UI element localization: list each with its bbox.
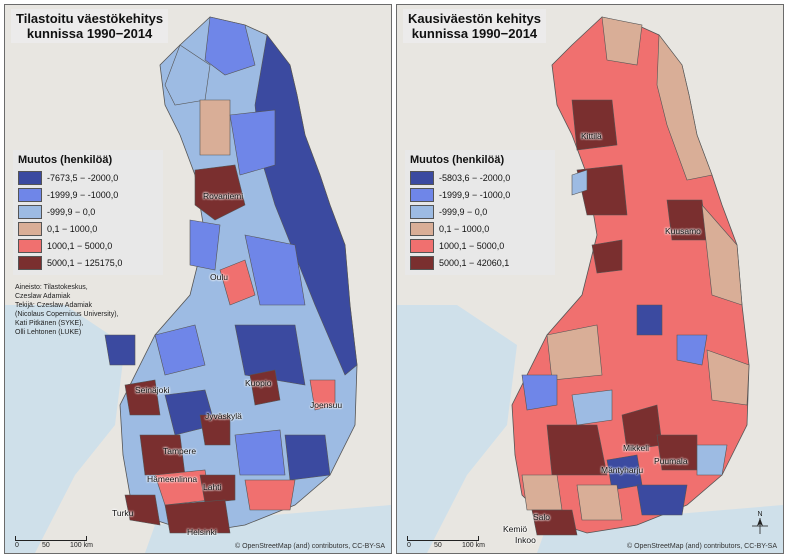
scale-tick: 0 (15, 542, 19, 549)
legend-label: 1000,1 − 5000,0 (439, 240, 505, 251)
legend-label: -1999,9 − -1000,0 (439, 189, 511, 200)
finland-choropleth-map-left (5, 5, 391, 553)
legend-item: 0,1 − 1000,0 (18, 220, 158, 237)
legend-label: -5803,6 − -2000,0 (439, 172, 511, 183)
legend-swatch (410, 187, 434, 202)
scale-tick: 0 (407, 542, 411, 549)
legend-item: 0,1 − 1000,0 (410, 220, 550, 237)
legend-label: -1999,9 − -1000,0 (47, 189, 119, 200)
osm-attribution: © OpenStreetMap (and) contributors, CC-B… (234, 543, 385, 550)
map-title-line1: Kausiväestön kehitys (408, 11, 541, 26)
legend-right: Muutos (henkilöä) -5803,6 − -2000,0 -199… (405, 150, 555, 275)
legend-label: 5000,1 − 42060,1 (439, 257, 510, 268)
scale-line (15, 536, 87, 541)
legend-swatch (18, 221, 42, 236)
legend-item: -7673,5 − -2000,0 (18, 169, 158, 186)
city-label-puumala: Puumala (654, 456, 688, 466)
scale-tick: 100 km (462, 542, 485, 549)
city-label-lahti: Lahti (203, 482, 222, 492)
city-label-kuopio: Kuopio (245, 378, 272, 388)
legend-title: Muutos (henkilöä) (410, 154, 505, 166)
city-label-kuusamo: Kuusamo (665, 226, 701, 236)
map-title-line2: kunnissa 1990−2014 (26, 26, 153, 41)
city-label-oulu: Oulu (210, 272, 228, 282)
city-label-kittila: Kittilä (581, 131, 602, 141)
legend-swatch (410, 204, 434, 219)
legend-item: 1000,1 − 5000,0 (410, 237, 550, 254)
credit-line: Olli Lehtonen (LUKE) (15, 329, 82, 336)
city-label-mantyharju: Mäntyharju (601, 465, 644, 475)
legend-swatch (18, 187, 42, 202)
city-label-helsinki: Helsinki (187, 527, 217, 537)
legend-item: -999,9 − 0,0 (18, 203, 158, 220)
scale-tick: 50 (434, 542, 442, 549)
legend-label: -999,9 − 0,0 (439, 206, 488, 217)
city-label-rovaniemi: Rovaniemi (203, 191, 244, 201)
legend-label: 1000,1 − 5000,0 (47, 240, 113, 251)
legend-item: -1999,9 − -1000,0 (410, 186, 550, 203)
credit-line: Kati Pitkänen (SYKE), (15, 320, 84, 327)
legend-label: -7673,5 − -2000,0 (47, 172, 119, 183)
legend-swatch (18, 238, 42, 253)
data-credits: Aineisto: Tilastokeskus, Czeslaw Adamiak… (15, 283, 165, 337)
map-title-line2: kunnissa 1990−2014 (411, 26, 538, 41)
legend-left: Muutos (henkilöä) -7673,5 − -2000,0 -199… (13, 150, 163, 275)
legend-swatch (18, 255, 42, 270)
city-label-tampere: Tampere (163, 446, 197, 456)
map-title-line1: Tilastoitu väestökehitys (16, 11, 164, 26)
credit-line: Czeslaw Adamiak (15, 293, 71, 300)
credit-line: (Nicolaus Copernicus University), (15, 311, 119, 318)
credit-line: Aineisto: Tilastokeskus, (15, 284, 88, 291)
north-label: N (757, 511, 762, 518)
city-label-inkoo: Inkoo (515, 535, 536, 545)
map-panel-left: Tilastoitu väestökehitys kunnissa 1990−2… (4, 4, 392, 554)
city-label-joensuu: Joensuu (310, 400, 343, 410)
legend-swatch (410, 170, 434, 185)
map-title-left: Tilastoitu väestökehitys kunnissa 1990−2… (11, 9, 169, 43)
osm-attribution: © OpenStreetMap (and) contributors, CC-B… (626, 543, 777, 550)
legend-swatch (18, 170, 42, 185)
city-label-mikkeli: Mikkeli (623, 443, 649, 453)
finland-choropleth-map-right (397, 5, 783, 553)
legend-item: 1000,1 − 5000,0 (18, 237, 158, 254)
scale-line (407, 536, 479, 541)
city-label-seinajoki: Seinäjoki (135, 385, 170, 395)
legend-swatch (410, 238, 434, 253)
legend-swatch (410, 255, 434, 270)
legend-item: 5000,1 − 42060,1 (410, 254, 550, 271)
legend-title: Muutos (henkilöä) (18, 154, 113, 166)
city-label-turku: Turku (112, 508, 134, 518)
credit-line: Tekijä: Czeslaw Adamiak (15, 302, 93, 309)
city-label-jyvaskyla: Jyväskylä (205, 411, 242, 421)
scale-bar: 0 50 100 km (407, 529, 487, 549)
legend-label: 0,1 − 1000,0 (439, 223, 490, 234)
legend-item: 5000,1 − 125175,0 (18, 254, 158, 271)
legend-item: -5803,6 − -2000,0 (410, 169, 550, 186)
scale-tick: 100 km (70, 542, 93, 549)
legend-item: -999,9 − 0,0 (410, 203, 550, 220)
city-label-kemio: Kemiö (503, 524, 528, 534)
map-title-right: Kausiväestön kehitys kunnissa 1990−2014 (403, 9, 546, 43)
legend-label: 5000,1 − 125175,0 (47, 257, 123, 268)
scale-tick: 50 (42, 542, 50, 549)
legend-swatch (410, 221, 434, 236)
legend-label: 0,1 − 1000,0 (47, 223, 98, 234)
scale-bar: 0 50 100 km (15, 529, 95, 549)
city-label-hameenlinna: Hämeenlinna (147, 474, 198, 484)
map-panel-right: Kausiväestön kehitys kunnissa 1990−2014 … (396, 4, 784, 554)
city-label-salo: Salo (533, 512, 551, 522)
legend-swatch (18, 204, 42, 219)
north-arrow-icon: N (752, 511, 768, 534)
legend-item: -1999,9 − -1000,0 (18, 186, 158, 203)
legend-label: -999,9 − 0,0 (47, 206, 96, 217)
